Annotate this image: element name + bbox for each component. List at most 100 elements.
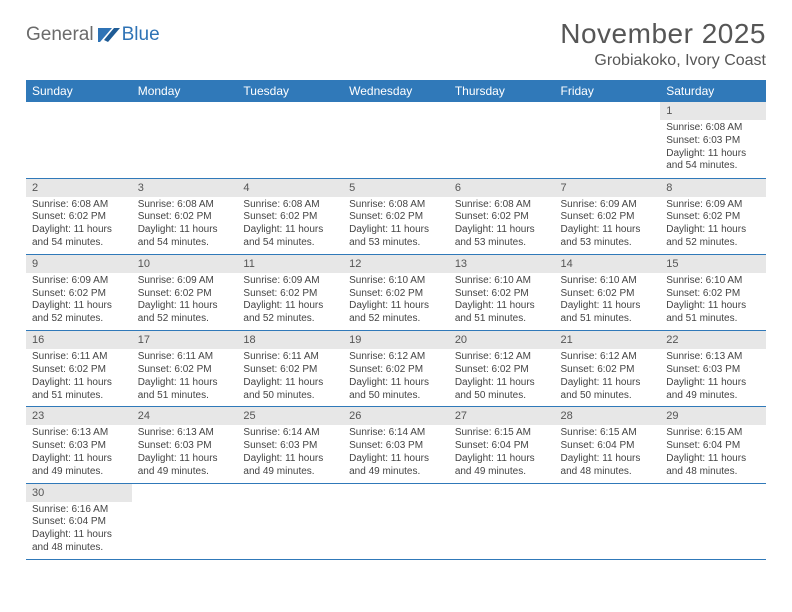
- calendar-cell: 8Sunrise: 6:09 AMSunset: 6:02 PMDaylight…: [660, 178, 766, 254]
- sunrise-line: Sunrise: 6:12 AM: [349, 351, 443, 364]
- day-number: 7: [555, 179, 661, 197]
- calendar-row: 1Sunrise: 6:08 AMSunset: 6:03 PMDaylight…: [26, 102, 766, 178]
- calendar-cell: 18Sunrise: 6:11 AMSunset: 6:02 PMDayligh…: [237, 331, 343, 407]
- calendar-cell: 14Sunrise: 6:10 AMSunset: 6:02 PMDayligh…: [555, 254, 661, 330]
- sunrise-line: Sunrise: 6:08 AM: [32, 199, 126, 212]
- daylight-line: Daylight: 11 hours and 49 minutes.: [32, 453, 126, 479]
- daylight-line: Daylight: 11 hours and 51 minutes.: [138, 377, 232, 403]
- calendar-cell: 13 Sunrise: 6:10 AMSunset: 6:02 PMDayligh…: [449, 254, 555, 330]
- sunrise-line: Sunrise: 6:11 AM: [243, 351, 337, 364]
- day-number: 11: [237, 255, 343, 273]
- day-data: Sunrise: 6:08 AMSunset: 6:03 PMDaylight:…: [660, 120, 766, 177]
- calendar-cell: 2Sunrise: 6:08 AMSunset: 6:02 PMDaylight…: [26, 178, 132, 254]
- daylight-line: Daylight: 11 hours and 48 minutes.: [32, 529, 126, 555]
- sunset-line: Sunset: 6:03 PM: [666, 135, 760, 148]
- calendar-cell: [449, 102, 555, 178]
- daylight-line: Daylight: 11 hours and 53 minutes.: [561, 224, 655, 250]
- daylight-line: Daylight: 11 hours and 54 minutes.: [666, 148, 760, 174]
- sunrise-line: Sunrise: 6:12 AM: [561, 351, 655, 364]
- day-data: [343, 120, 449, 126]
- day-data: Sunrise: 6:13 AMSunset: 6:03 PMDaylight:…: [26, 425, 132, 482]
- logo-flag-icon: [98, 26, 120, 47]
- sunset-line: Sunset: 6:02 PM: [455, 288, 549, 301]
- day-number: 12: [343, 255, 449, 273]
- day-number: 13: [449, 255, 555, 273]
- calendar-cell: 3Sunrise: 6:08 AMSunset: 6:02 PMDaylight…: [132, 178, 238, 254]
- daylight-line: Daylight: 11 hours and 51 minutes.: [455, 300, 549, 326]
- calendar-cell: 10Sunrise: 6:09 AMSunset: 6:02 PMDayligh…: [132, 254, 238, 330]
- day-header-row: Sunday Monday Tuesday Wednesday Thursday…: [26, 80, 766, 102]
- day-header: Friday: [555, 80, 661, 102]
- sunrise-line: Sunrise: 6:10 AM: [455, 275, 549, 288]
- calendar-row: 16Sunrise: 6:11 AMSunset: 6:02 PMDayligh…: [26, 331, 766, 407]
- calendar-cell: 17Sunrise: 6:11 AMSunset: 6:02 PMDayligh…: [132, 331, 238, 407]
- sunrise-line: Sunrise: 6:09 AM: [32, 275, 126, 288]
- day-data: Sunrise: 6:09 AMSunset: 6:02 PMDaylight:…: [26, 273, 132, 330]
- day-data: [660, 502, 766, 508]
- sunset-line: Sunset: 6:02 PM: [138, 364, 232, 377]
- sunrise-line: Sunrise: 6:10 AM: [666, 275, 760, 288]
- day-number: 6: [449, 179, 555, 197]
- day-number: 25: [237, 407, 343, 425]
- sunrise-line: Sunrise: 6:09 AM: [561, 199, 655, 212]
- sunset-line: Sunset: 6:02 PM: [243, 364, 337, 377]
- calendar-cell: 24Sunrise: 6:13 AMSunset: 6:03 PMDayligh…: [132, 407, 238, 483]
- daylight-line: Daylight: 11 hours and 48 minutes.: [666, 453, 760, 479]
- sunset-line: Sunset: 6:04 PM: [455, 440, 549, 453]
- sunrise-line: Sunrise: 6:15 AM: [561, 427, 655, 440]
- title-month: November 2025: [560, 18, 766, 50]
- sunset-line: Sunset: 6:02 PM: [561, 211, 655, 224]
- title-block: November 2025 Grobiakoko, Ivory Coast: [560, 18, 766, 70]
- day-data: [555, 502, 661, 508]
- day-data: Sunrise: 6:12 AMSunset: 6:02 PMDaylight:…: [555, 349, 661, 406]
- sunset-line: Sunset: 6:03 PM: [32, 440, 126, 453]
- sunrise-line: Sunrise: 6:14 AM: [349, 427, 443, 440]
- sunrise-line: Sunrise: 6:09 AM: [243, 275, 337, 288]
- daylight-line: Daylight: 11 hours and 51 minutes.: [32, 377, 126, 403]
- day-number: 14: [555, 255, 661, 273]
- daylight-line: Daylight: 11 hours and 51 minutes.: [561, 300, 655, 326]
- sunset-line: Sunset: 6:03 PM: [243, 440, 337, 453]
- title-location: Grobiakoko, Ivory Coast: [560, 52, 766, 70]
- sunrise-line: Sunrise: 6:08 AM: [666, 122, 760, 135]
- sunrise-line: Sunrise: 6:08 AM: [455, 199, 549, 212]
- day-data: Sunrise: 6:13 AMSunset: 6:03 PMDaylight:…: [660, 349, 766, 406]
- calendar-cell: [660, 483, 766, 559]
- day-data: Sunrise: 6:11 AMSunset: 6:02 PMDaylight:…: [132, 349, 238, 406]
- calendar-cell: [343, 483, 449, 559]
- day-data: Sunrise: 6:08 AMSunset: 6:02 PMDaylight:…: [343, 197, 449, 254]
- sunset-line: Sunset: 6:02 PM: [138, 288, 232, 301]
- calendar-table: Sunday Monday Tuesday Wednesday Thursday…: [26, 80, 766, 560]
- daylight-line: Daylight: 11 hours and 50 minutes.: [243, 377, 337, 403]
- calendar-row: 9Sunrise: 6:09 AMSunset: 6:02 PMDaylight…: [26, 254, 766, 330]
- day-data: Sunrise: 6:15 AMSunset: 6:04 PMDaylight:…: [660, 425, 766, 482]
- sunrise-line: Sunrise: 6:11 AM: [32, 351, 126, 364]
- calendar-cell: 29Sunrise: 6:15 AMSunset: 6:04 PMDayligh…: [660, 407, 766, 483]
- logo: General Blue: [26, 24, 160, 46]
- day-number: 10: [132, 255, 238, 273]
- day-number: 29: [660, 407, 766, 425]
- sunset-line: Sunset: 6:04 PM: [666, 440, 760, 453]
- day-data: Sunrise: 6:08 AMSunset: 6:02 PMDaylight:…: [132, 197, 238, 254]
- daylight-line: Daylight: 11 hours and 50 minutes.: [561, 377, 655, 403]
- day-data: Sunrise: 6:10 AMSunset: 6:02 PMDaylight:…: [343, 273, 449, 330]
- day-number: 2: [26, 179, 132, 197]
- daylight-line: Daylight: 11 hours and 52 minutes.: [349, 300, 443, 326]
- day-data: [26, 120, 132, 126]
- sunset-line: Sunset: 6:02 PM: [666, 211, 760, 224]
- calendar-cell: 27Sunrise: 6:15 AMSunset: 6:04 PMDayligh…: [449, 407, 555, 483]
- day-number: 16: [26, 331, 132, 349]
- sunset-line: Sunset: 6:02 PM: [666, 288, 760, 301]
- daylight-line: Daylight: 11 hours and 54 minutes.: [138, 224, 232, 250]
- daylight-line: Daylight: 11 hours and 49 minutes.: [138, 453, 232, 479]
- day-header: Sunday: [26, 80, 132, 102]
- day-number: 21: [555, 331, 661, 349]
- day-data: [449, 502, 555, 508]
- day-data: Sunrise: 6:14 AMSunset: 6:03 PMDaylight:…: [237, 425, 343, 482]
- sunset-line: Sunset: 6:02 PM: [243, 211, 337, 224]
- calendar-cell: 16Sunrise: 6:11 AMSunset: 6:02 PMDayligh…: [26, 331, 132, 407]
- calendar-cell: 11Sunrise: 6:09 AMSunset: 6:02 PMDayligh…: [237, 254, 343, 330]
- calendar-cell: 21Sunrise: 6:12 AMSunset: 6:02 PMDayligh…: [555, 331, 661, 407]
- day-number: 19: [343, 331, 449, 349]
- calendar-cell: [132, 102, 238, 178]
